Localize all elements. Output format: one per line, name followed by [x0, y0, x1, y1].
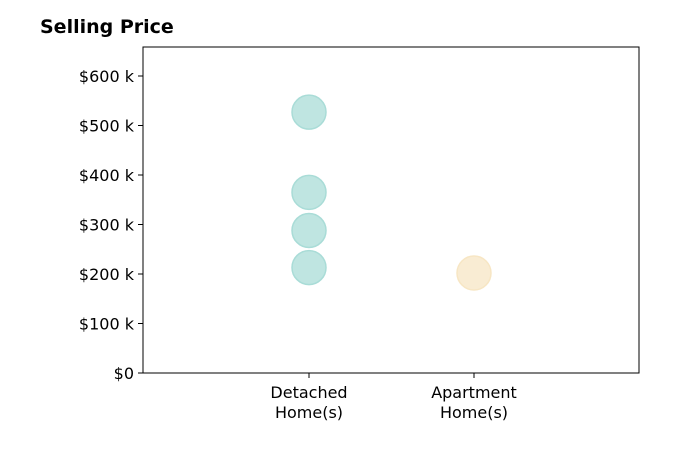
y-tick-label: $600 k — [79, 67, 135, 86]
data-point — [456, 255, 492, 291]
y-tick-label: $300 k — [79, 216, 135, 235]
data-point — [291, 249, 327, 286]
y-axis: $0 $100 k $200 k $300 k $400 k $500 k $600 k — [79, 67, 143, 383]
x-tick-label: Home(s) — [440, 403, 508, 422]
plot-area — [142, 46, 640, 374]
chart-title: Selling Price — [40, 16, 174, 38]
x-tick-label: Detached — [270, 383, 347, 402]
data-point — [291, 212, 327, 249]
x-tick-label: Home(s) — [275, 403, 343, 422]
y-tick-label: $100 k — [79, 315, 135, 334]
data-point — [291, 174, 327, 211]
data-point — [291, 94, 327, 130]
y-tick-label: $200 k — [79, 265, 135, 284]
y-tick-label: $500 k — [79, 117, 135, 136]
y-tick-label: $400 k — [79, 166, 135, 185]
data-points — [291, 94, 492, 291]
y-tick-label: $0 — [114, 364, 134, 383]
x-tick-label: Apartment — [431, 383, 517, 402]
